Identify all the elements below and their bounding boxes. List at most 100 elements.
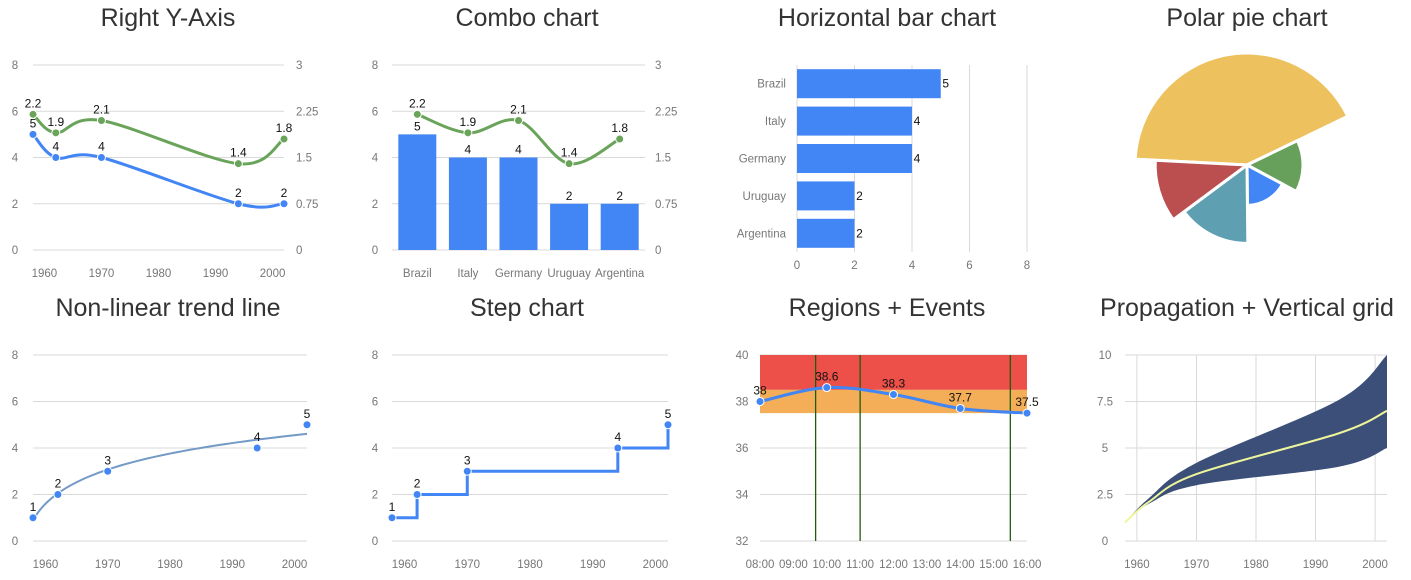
- y-tick-label: 6: [372, 106, 378, 118]
- chart-title: Propagation + Vertical grid: [1100, 294, 1394, 322]
- x-tick-label: 2000: [260, 268, 286, 280]
- y-category-label: Germany: [739, 154, 787, 166]
- data-point: [233, 159, 243, 169]
- x-tick-label: 1990: [203, 268, 229, 280]
- x-tick-label: 1990: [580, 559, 606, 571]
- data-point: [28, 109, 38, 119]
- y-right-tick-label: 1.5: [296, 153, 312, 165]
- y-tick-label: 2.5: [1097, 490, 1113, 502]
- chart-title: Combo chart: [455, 4, 598, 32]
- data-point: [615, 134, 625, 144]
- data-label: 3: [464, 453, 471, 467]
- data-label: 2: [55, 477, 62, 491]
- data-label: 38.6: [815, 370, 839, 384]
- y-tick-label: 2: [12, 199, 18, 211]
- data-label: 4: [614, 430, 621, 444]
- x-tick-label: 2000: [643, 559, 669, 571]
- data-point: [462, 466, 472, 476]
- y-right-tick-label: 2.25: [655, 106, 677, 118]
- data-point: [412, 109, 422, 119]
- series-line: [31, 133, 285, 209]
- x-tick-label: 10:00: [812, 559, 841, 571]
- data-label: 1: [30, 500, 37, 514]
- x-tick-label: 2: [851, 260, 857, 272]
- bar-value-label: 2: [616, 189, 623, 203]
- data-label: 4: [52, 140, 59, 154]
- x-tick-label: 08:00: [746, 559, 775, 571]
- data-label: 3: [104, 453, 111, 467]
- data-point: [28, 129, 38, 139]
- bar-value-label: 4: [914, 152, 921, 166]
- y-right-tick-label: 3: [655, 60, 661, 72]
- y-right-tick-label: 0.75: [296, 199, 318, 211]
- y-category-label: Argentina: [737, 228, 787, 240]
- highlight-region: [760, 355, 1027, 390]
- data-point: [279, 134, 289, 144]
- x-category-label: Germany: [495, 268, 543, 280]
- data-point: [51, 128, 61, 138]
- data-label: 1.8: [276, 121, 293, 135]
- data-point: [96, 153, 106, 162]
- series-line: [31, 113, 285, 166]
- pie-slice: [1182, 163, 1250, 245]
- data-point: [955, 403, 965, 413]
- data-label: 38: [753, 384, 767, 398]
- x-category-label: Brazil: [403, 268, 432, 280]
- data-point: [1022, 408, 1032, 418]
- bar-value-label: 2: [856, 189, 863, 203]
- x-tick-label: 16:00: [1013, 559, 1042, 571]
- y-category-label: Uruguay: [743, 191, 787, 203]
- data-point: [51, 153, 61, 162]
- chart-title: Regions + Events: [789, 294, 986, 322]
- y-tick-label: 2: [372, 490, 378, 502]
- y-tick-label: 2: [12, 490, 18, 502]
- data-point: [28, 513, 38, 523]
- bar: [550, 203, 589, 250]
- chart-polar-pie: [1133, 51, 1350, 245]
- data-label: 2.2: [409, 96, 426, 110]
- data-point: [412, 490, 422, 499]
- data-label: 2: [414, 477, 421, 491]
- x-tick-label: 1980: [517, 559, 543, 571]
- y-right-tick-label: 0: [296, 245, 302, 257]
- data-label: 5: [30, 116, 37, 130]
- bar-value-label: 4: [515, 143, 522, 157]
- y-tick-label: 6: [12, 397, 18, 409]
- bar-value-label: 4: [465, 143, 472, 157]
- data-label: 1.8: [611, 121, 628, 135]
- data-label: 4: [254, 430, 261, 444]
- data-point: [463, 128, 473, 138]
- bar-value-label: 5: [942, 77, 949, 91]
- data-label: 1.4: [230, 146, 247, 160]
- y-tick-label: 8: [372, 60, 378, 72]
- data-point: [96, 116, 106, 125]
- data-label: 37.7: [949, 390, 973, 404]
- data-point: [663, 420, 673, 430]
- y-tick-label: 8: [12, 350, 18, 362]
- data-point: [889, 390, 898, 400]
- step-line: [392, 424, 670, 520]
- mean-line: [1124, 409, 1388, 524]
- chart-regions-events: 32 34 36 38 40 08:00 09:00 10:00 11:00 12:00 13:00…: [736, 350, 1042, 571]
- y-tick-label: 36: [736, 443, 749, 455]
- data-point: [279, 199, 289, 209]
- pie-slice: [1245, 139, 1305, 193]
- y-right-tick-label: 2.25: [296, 106, 318, 118]
- data-point: [252, 443, 262, 453]
- bar: [499, 157, 538, 250]
- y-tick-label: 4: [372, 443, 379, 455]
- x-tick-label: 1960: [32, 268, 58, 280]
- x-tick-label: 12:00: [879, 559, 908, 571]
- y-tick-label: 0: [1102, 536, 1108, 548]
- y-tick-label: 10: [1099, 350, 1112, 362]
- bar: [797, 106, 912, 136]
- x-tick-label: 1960: [1124, 559, 1150, 571]
- bar-value-label: 4: [914, 114, 921, 128]
- x-tick-label: 1970: [89, 268, 115, 280]
- data-label: 2.1: [510, 103, 527, 117]
- y-tick-label: 5: [1102, 443, 1108, 455]
- y-tick-label: 6: [372, 397, 378, 409]
- data-point: [613, 443, 623, 453]
- data-label: 2.2: [25, 96, 42, 110]
